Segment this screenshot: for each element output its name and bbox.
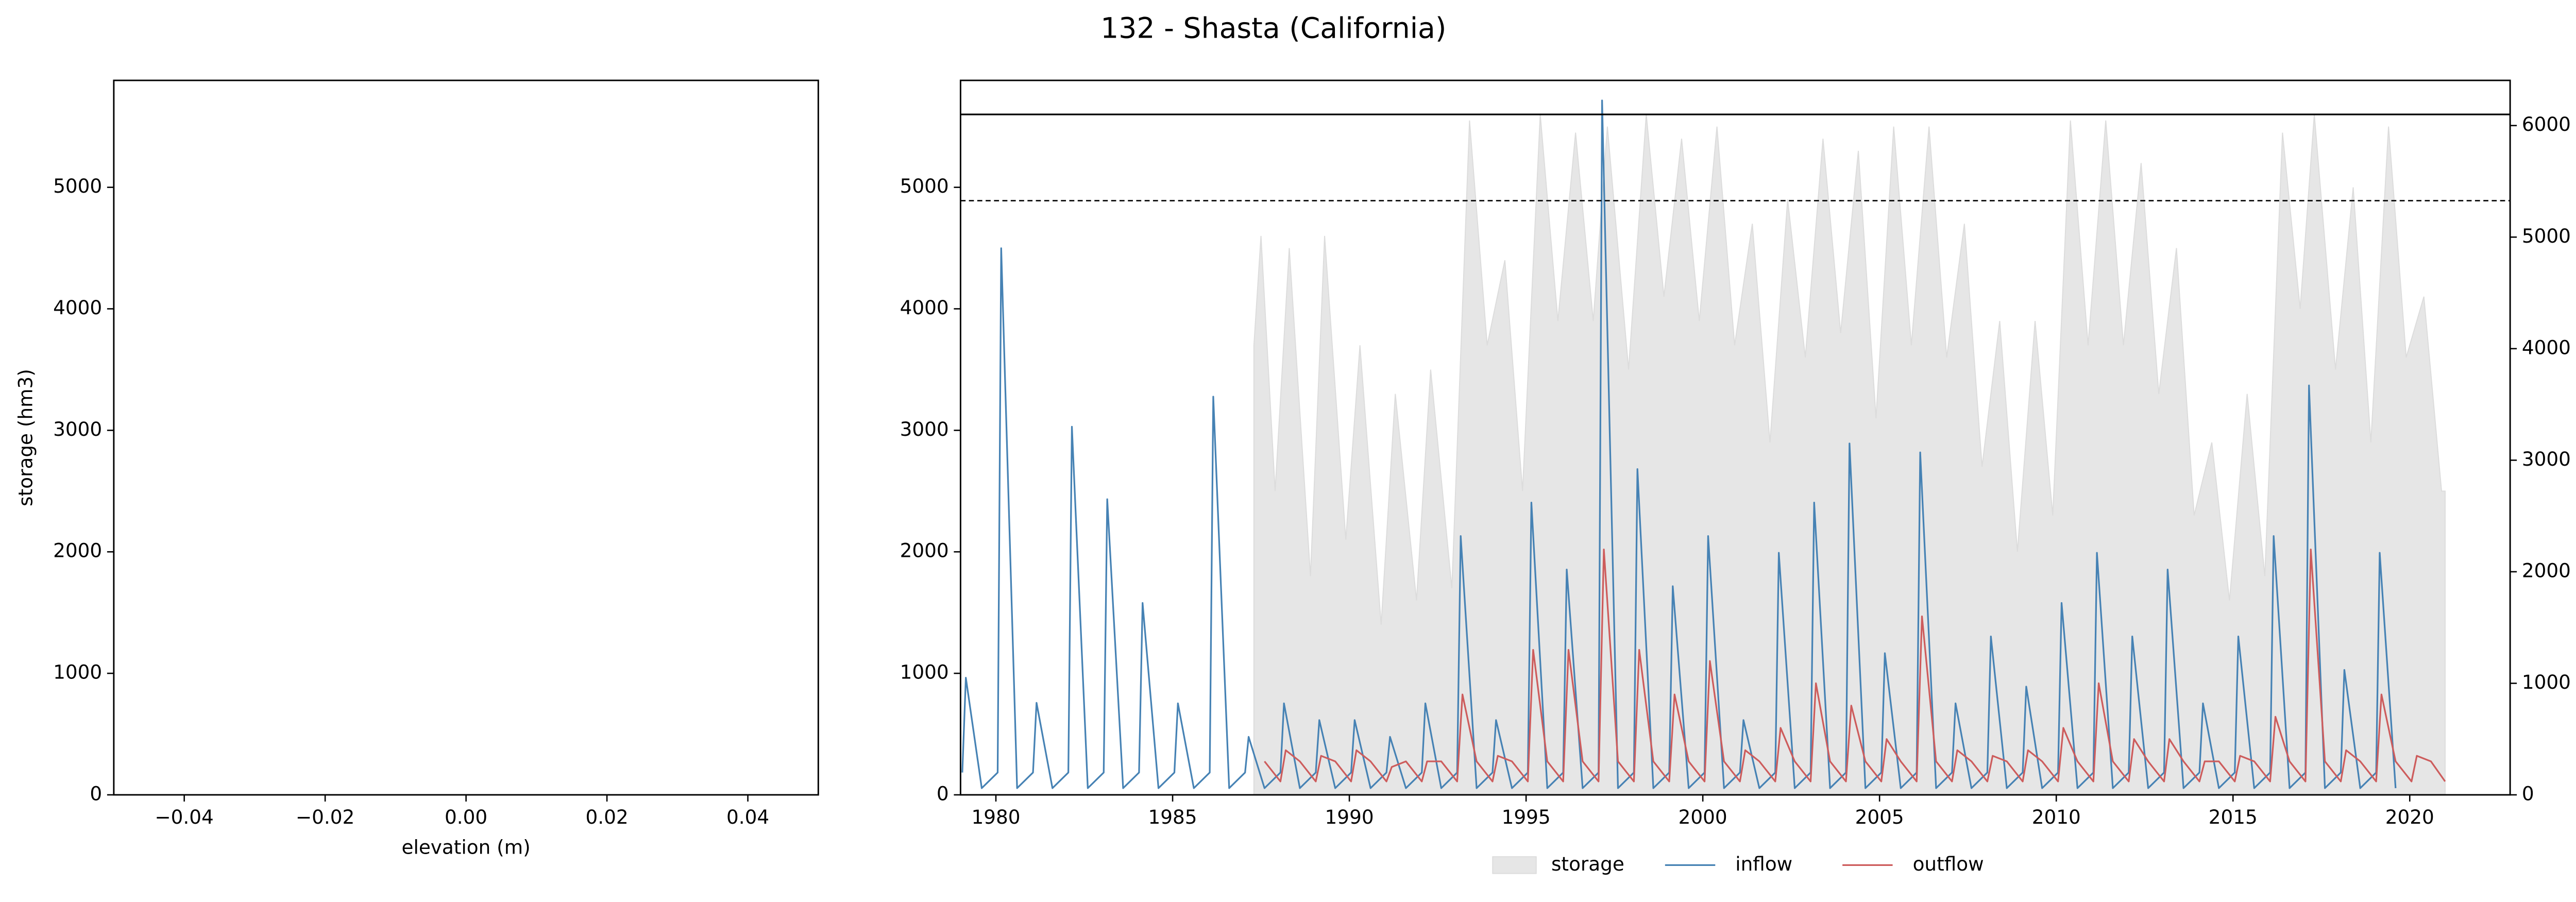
y-tick-label: 3000 xyxy=(900,418,949,440)
plot-area xyxy=(961,99,2446,795)
y2-tick-label: 2000 xyxy=(2522,559,2571,582)
x-tick-label: 1985 xyxy=(1148,806,1197,828)
legend-label: inflow xyxy=(1735,853,1792,875)
y-tick-label: 1000 xyxy=(900,661,949,684)
y-tick-label: 4000 xyxy=(900,296,949,319)
y-tick-label: 4000 xyxy=(53,296,102,319)
legend: storage inflow outflow xyxy=(1492,853,1984,875)
axes-frame xyxy=(959,79,2511,796)
x-axis-label: elevation (m) xyxy=(401,836,530,858)
y-tick-label: 3000 xyxy=(53,418,102,440)
y-tick-label: 5000 xyxy=(53,175,102,197)
x-tick-label: 2015 xyxy=(2209,806,2258,828)
y2-tick-label: 3000 xyxy=(2522,448,2571,470)
y-tick-label: 0 xyxy=(90,782,102,805)
legend-swatch xyxy=(1492,856,1537,874)
y-tick-label: 2000 xyxy=(900,539,949,562)
figure-title: 132 - Shasta (California) xyxy=(1100,12,1446,45)
y-tick-label: 1000 xyxy=(53,661,102,684)
legend-label: storage xyxy=(1551,853,1624,875)
y2-tick-label: 0 xyxy=(2522,782,2534,805)
outflow-line xyxy=(1264,548,2446,782)
x-tick-label: 1995 xyxy=(1502,806,1551,828)
x-tick-label: 1990 xyxy=(1325,806,1374,828)
axes-frame xyxy=(113,79,819,796)
x-tick-label: 2000 xyxy=(1679,806,1727,828)
x-tick-label: 0.00 xyxy=(445,806,487,828)
y-tick-label: 0 xyxy=(937,782,949,805)
x-tick-label: 2005 xyxy=(1855,806,1904,828)
y2-tick-label: 6000 xyxy=(2522,113,2571,135)
inflow-line xyxy=(961,99,2397,789)
y2-tick-label: 4000 xyxy=(2522,336,2571,359)
x-tick-label: 2010 xyxy=(2032,806,2081,828)
x-tick-label: 0.04 xyxy=(726,806,769,828)
x-tick-label: −0.04 xyxy=(155,806,213,828)
x-tick-label: 0.02 xyxy=(586,806,629,828)
x-tick-label: −0.02 xyxy=(296,806,354,828)
legend-label: outflow xyxy=(1913,853,1984,875)
y-axis-label: storage (hm3) xyxy=(14,369,37,506)
y2-tick-label: 1000 xyxy=(2522,671,2571,693)
x-tick-label: 1980 xyxy=(971,806,1020,828)
y2-tick-label: 5000 xyxy=(2522,225,2571,247)
y-tick-label: 5000 xyxy=(900,175,949,197)
y-tick-label: 2000 xyxy=(53,539,102,562)
x-tick-label: 2020 xyxy=(2385,806,2434,828)
